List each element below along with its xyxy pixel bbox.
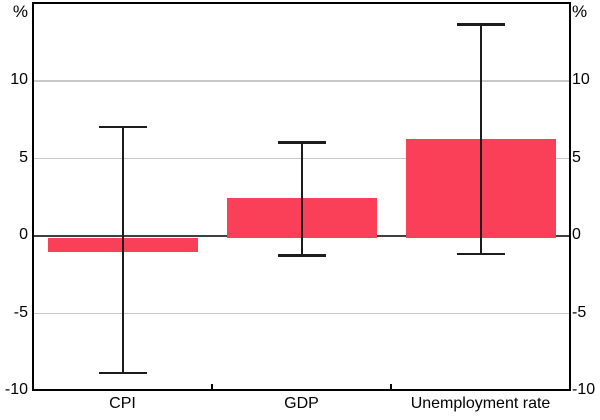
error-line-cpi — [121, 126, 124, 373]
error-cap-high-unemployment-rate — [456, 23, 505, 26]
x-axis-label-gdp: GDP — [284, 395, 319, 412]
error-line-unemployment-rate — [479, 24, 482, 254]
right-percent-label: % — [572, 2, 588, 21]
category-divider-tick — [211, 384, 213, 390]
error-cap-high-gdp — [277, 141, 326, 144]
x-axis-label-unemployment-rate: Unemployment rate — [410, 395, 551, 412]
y-tick-label-left: 0 — [19, 226, 28, 244]
y-tick-label-right: 0 — [572, 226, 581, 244]
error-cap-low-gdp — [277, 254, 326, 257]
y-tick-label-right: -10 — [572, 381, 596, 398]
y-tick-label-right: -5 — [572, 303, 587, 321]
y-tick-label-left: 5 — [19, 148, 28, 166]
category-divider-tick — [390, 384, 392, 390]
gridline--5 — [34, 312, 569, 315]
y-tick-label-left: 10 — [10, 71, 28, 89]
x-axis-label-cpi: CPI — [109, 395, 136, 412]
y-tick-label-left: -10 — [4, 381, 28, 398]
error-line-gdp — [300, 142, 303, 256]
left-percent-label: % — [12, 2, 28, 21]
y-tick-label-right: 10 — [572, 71, 590, 89]
gridline-10 — [34, 80, 569, 82]
error-cap-high-cpi — [98, 125, 147, 129]
plot-border — [32, 2, 571, 391]
y-tick-label-right: 5 — [572, 148, 581, 166]
y-tick-label-left: -5 — [13, 303, 28, 321]
error-cap-low-unemployment-rate — [456, 252, 505, 256]
error-cap-low-cpi — [98, 371, 147, 375]
